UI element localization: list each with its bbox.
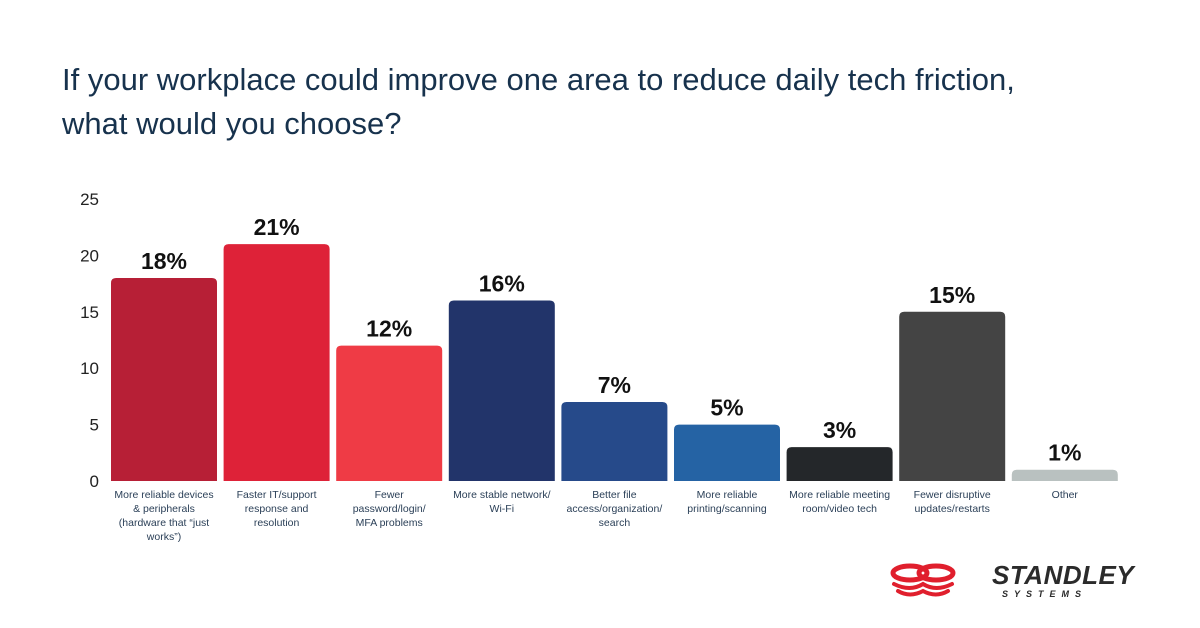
y-tick-label: 0 — [90, 472, 99, 491]
x-tick-label-line: password/login/ — [353, 503, 426, 515]
data-label: 16% — [479, 271, 525, 297]
x-tick-label-line: room/video tech — [802, 503, 877, 515]
data-label: 1% — [1048, 440, 1081, 466]
x-tick-label: More reliable printing/scanning — [687, 489, 767, 515]
x-tick-label-line: Fewer disruptive — [914, 489, 991, 501]
bar — [1011, 469, 1118, 481]
x-tick-label: Other — [1052, 489, 1079, 501]
x-tick-label-line: access/organization/ — [567, 503, 663, 515]
x-tick-label: Fewer disruptive updates/restarts — [914, 489, 991, 515]
bar — [223, 244, 330, 481]
x-tick-label-line: Fewer — [375, 489, 405, 501]
bar — [786, 447, 893, 481]
data-label: 15% — [929, 282, 975, 308]
x-tick-label-line: resolution — [254, 517, 300, 529]
bar — [111, 277, 217, 481]
y-tick-label: 5 — [90, 416, 99, 435]
bar — [561, 402, 668, 481]
y-tick-label: 20 — [80, 246, 99, 265]
x-tick-label-line: updates/restarts — [915, 503, 990, 515]
x-tick-label: Fewer password/login/MFA problems — [353, 489, 426, 529]
x-axis-labels: More reliable devices & peripherals (hardw… — [114, 489, 1078, 543]
x-tick-label: More stable network/Wi-Fi — [453, 489, 551, 515]
data-label: 5% — [710, 395, 743, 421]
bar — [899, 311, 1006, 481]
data-label: 21% — [254, 214, 300, 240]
brand-subtitle: SYSTEMS — [1002, 589, 1087, 599]
x-tick-label-line: Other — [1052, 489, 1079, 501]
y-tick-label: 10 — [80, 359, 99, 378]
x-tick-label-line: More reliable devices — [114, 489, 213, 501]
data-label: 18% — [141, 248, 187, 274]
x-tick-label-line: More reliable meeting — [789, 489, 890, 501]
y-tick-label: 15 — [80, 303, 99, 322]
x-tick-label: More reliable devices & peripherals (hardw… — [114, 489, 213, 543]
bar — [448, 300, 555, 481]
x-tick-label-line: works”) — [146, 531, 181, 543]
x-tick-label-line: Wi-Fi — [490, 503, 515, 515]
infinity-stack-icon — [890, 563, 956, 597]
x-tick-label-line: MFA problems — [356, 517, 423, 529]
bar — [336, 345, 443, 481]
x-tick-label-line: (hardware that “just — [119, 517, 210, 529]
x-tick-label: Better file access/organization/search — [567, 489, 663, 529]
y-axis: 0 5 10 15 20 25 — [80, 190, 99, 491]
data-label: 12% — [366, 316, 412, 342]
bars — [111, 244, 1118, 481]
x-tick-label: More reliable meeting room/video tech — [789, 489, 890, 515]
data-label: 7% — [598, 372, 631, 398]
x-tick-label-line: Better file — [592, 489, 637, 501]
x-tick-label-line: search — [599, 517, 631, 529]
x-tick-label: Faster IT/support response and resolution — [237, 489, 317, 529]
x-tick-label-line: printing/scanning — [687, 503, 767, 515]
data-label: 3% — [823, 417, 856, 443]
x-tick-label-line: response and — [245, 503, 309, 515]
x-tick-label-line: & peripherals — [133, 503, 195, 515]
bar — [674, 424, 780, 481]
x-tick-label-line: More stable network/ — [453, 489, 551, 501]
x-tick-label-line: Faster IT/support — [237, 489, 317, 501]
x-tick-label-line: More reliable — [697, 489, 758, 501]
standley-systems-logo: STANDLEY SYSTEMS — [890, 562, 1136, 599]
y-tick-label: 25 — [80, 190, 99, 209]
data-labels: 18% 21% 12% 16% 7% 5% 3% 15% 1% — [141, 214, 1081, 466]
chart-title: If your workplace could improve one area… — [62, 62, 1015, 141]
brand-name: STANDLEY — [992, 562, 1136, 590]
